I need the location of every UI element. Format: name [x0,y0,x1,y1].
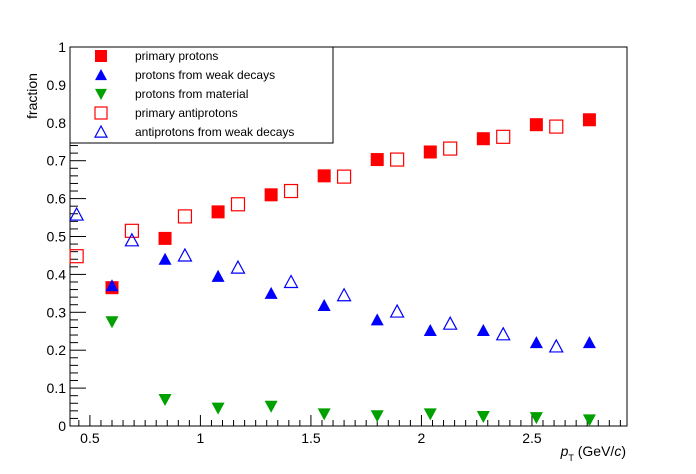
x-axis-title-unit-suffix: ) [621,443,626,459]
data-point [529,412,543,425]
data-point [548,338,564,353]
y-tick-label: 0.2 [47,342,67,358]
y-tick-label: 0.7 [47,153,67,169]
legend-label: primary protons [135,49,218,63]
x-tick-label: 0.5 [80,430,100,446]
data-point [389,303,405,318]
data-point [69,249,84,264]
y-axis: 0 0.1 0.2 0.3 0.4 0.5 0.6 0.7 0.8 0.9 1 [47,39,86,434]
data-point [230,259,246,274]
data-point [370,410,384,423]
data-point [69,206,85,221]
legend-marker [93,124,109,138]
data-point [158,231,172,245]
data-point [317,169,331,183]
data-point [336,287,352,302]
data-point [370,153,384,167]
data-point [476,411,490,424]
legend-marker [94,106,108,120]
y-tick-label: 1 [58,39,66,55]
data-point [317,408,331,421]
data-point [423,323,437,337]
data-point [105,279,119,292]
data-point [495,326,511,341]
data-point [423,145,437,159]
legend-label: protons from material [135,87,248,101]
y-axis-title: fraction [24,73,40,119]
data-point [124,232,140,247]
data-point [211,205,225,219]
data-point [283,183,299,199]
data-point [476,323,490,337]
data-point [442,315,458,330]
data-point [390,152,405,167]
legend-marker [95,88,107,100]
y-tick-label: 0.3 [47,304,67,320]
x-tick-label: 1.5 [301,430,321,446]
legend-marker [95,50,107,62]
data-point [582,336,596,349]
y-tick-label: 0.5 [47,229,67,245]
x-tick-label: 2.5 [522,430,542,446]
data-point [105,316,119,329]
data-markers [69,113,596,427]
x-tick-label: 1 [197,430,205,446]
series-antiprotons-from-weak-decays [69,206,564,353]
data-point [264,188,278,202]
series-primary-antiprotons [69,119,564,264]
data-point [177,247,193,262]
data-point [529,118,543,132]
data-point [158,252,172,265]
data-point [211,402,225,415]
x-axis: 0.5 1 1.5 2 2.5 [78,415,621,446]
data-point [582,113,596,127]
x-axis-title-unit-prefix: (GeV/ [574,443,615,459]
data-point [582,414,596,427]
series-protons-from-weak-decays [105,252,596,349]
legend: primary protons protons from weak decays p… [69,46,334,144]
series-protons-from-material [105,316,596,427]
data-point [549,119,564,134]
data-point [264,286,278,299]
data-point [264,400,278,413]
legend-marker [95,69,107,81]
legend-label: antiprotons from weak decays [135,125,294,139]
data-point [370,313,384,326]
x-axis-title: pT (GeV/c) [560,443,626,463]
data-point [529,336,543,349]
data-point [443,141,458,156]
legend-box [69,46,334,144]
y-tick-label: 0.6 [47,191,67,207]
y-tick-label: 0.8 [47,115,67,131]
y-tick-label: 0.4 [47,266,67,282]
data-point [476,132,490,146]
x-axis-title-main: p [560,443,569,459]
x-axis-title-subscript: T [568,453,574,463]
data-point [230,197,246,212]
x-axis-title-unit-c: c [614,443,621,459]
legend-label: primary antiprotons [135,106,238,120]
data-point [423,408,437,421]
x-tick-label: 2 [418,430,426,446]
data-point [158,393,172,406]
data-point [124,223,139,238]
data-point [177,209,193,224]
legend-label: protons from weak decays [135,68,275,82]
data-point [283,274,299,289]
data-point [336,169,352,184]
y-tick-label: 0.9 [47,77,67,93]
data-point [317,298,331,312]
data-point [496,129,511,144]
y-tick-label: 0.1 [47,380,67,396]
data-point [211,269,225,282]
y-tick-label: 0 [58,418,66,434]
